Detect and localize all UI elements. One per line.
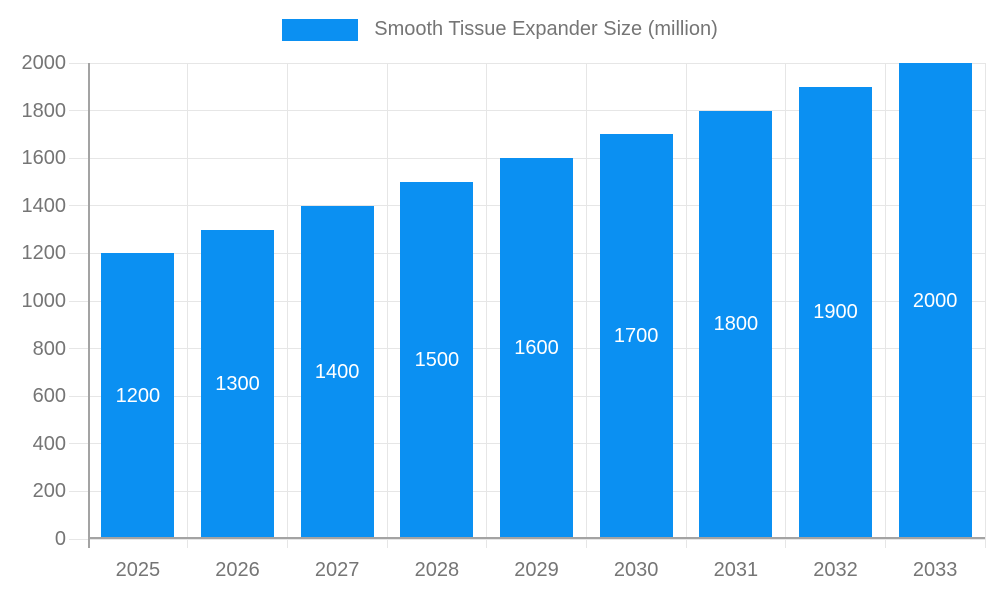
x-tick-label-2026: 2026 bbox=[215, 559, 260, 581]
gridline-y-0 bbox=[69, 538, 985, 540]
bar-value-label: 1800 bbox=[713, 313, 759, 336]
bar-value-label: 1300 bbox=[215, 372, 260, 395]
x-tick-label-2029: 2029 bbox=[514, 559, 559, 581]
y-tick-label: 1800 bbox=[21, 99, 67, 122]
bar-2032[interactable]: 1900 bbox=[799, 86, 872, 538]
bar-2027[interactable]: 1400 bbox=[300, 205, 374, 538]
y-tick-label: 400 bbox=[32, 432, 66, 455]
bar-2033[interactable]: 2000 bbox=[898, 63, 972, 538]
y-tick-label: 1200 bbox=[21, 242, 67, 265]
chart-legend: Smooth Tissue Expander Size (million) bbox=[0, 18, 1000, 41]
bar-value-label: 1200 bbox=[115, 384, 161, 407]
gridline-x bbox=[585, 63, 587, 548]
x-tick-label-2032: 2032 bbox=[813, 559, 858, 581]
y-tick-label: 800 bbox=[32, 337, 66, 360]
gridline-y-1600 bbox=[69, 157, 985, 159]
bar-2026[interactable]: 1300 bbox=[201, 229, 274, 538]
legend-swatch bbox=[282, 18, 359, 41]
bar-2028[interactable]: 1500 bbox=[400, 182, 474, 538]
gridline-y-2000 bbox=[69, 62, 985, 64]
x-tick-label-2025: 2025 bbox=[115, 559, 161, 581]
x-tick-label-2031: 2031 bbox=[713, 559, 759, 581]
bar-value-label: 1400 bbox=[314, 360, 360, 383]
x-tick-label-2033: 2033 bbox=[912, 559, 958, 581]
gridline-x bbox=[685, 63, 687, 548]
bar-value-label: 1700 bbox=[613, 325, 659, 348]
gridline-x bbox=[785, 63, 787, 548]
legend-label: Smooth Tissue Expander Size (million) bbox=[374, 18, 718, 40]
y-tick-label: 600 bbox=[32, 385, 66, 408]
gridline-x bbox=[984, 63, 986, 548]
y-tick-label: 1000 bbox=[21, 290, 67, 312]
plot-area: 1200 1300 1400 1500 1600 1700 1800 1900 2000 0 20… bbox=[22, 52, 986, 581]
x-tick-label-2027: 2027 bbox=[314, 559, 360, 581]
bar-value-label: 2000 bbox=[912, 289, 958, 312]
y-tick-label: 1600 bbox=[21, 147, 67, 170]
bar-value-label: 1500 bbox=[414, 349, 460, 371]
gridline-y-1800 bbox=[69, 110, 985, 112]
gridline-x bbox=[286, 63, 288, 548]
gridline-x bbox=[187, 63, 189, 548]
gridline-x bbox=[386, 63, 388, 548]
bar-value-label: 1600 bbox=[514, 337, 559, 360]
y-tick-label: 2000 bbox=[21, 52, 67, 74]
x-axis-line bbox=[88, 537, 985, 539]
gridline-x bbox=[884, 63, 886, 548]
x-tick-label-2030: 2030 bbox=[613, 559, 659, 581]
y-tick-label: 0 bbox=[54, 528, 66, 550]
bar-2031[interactable]: 1800 bbox=[699, 110, 773, 538]
y-tick-label: 200 bbox=[32, 480, 66, 503]
x-tick-label-2028: 2028 bbox=[414, 559, 460, 581]
bar-2030[interactable]: 1700 bbox=[599, 134, 673, 538]
y-tick-label: 1400 bbox=[21, 194, 67, 217]
y-axis-line bbox=[88, 63, 90, 548]
bar-2025[interactable]: 1200 bbox=[101, 253, 175, 538]
bar-2029[interactable]: 1600 bbox=[500, 158, 573, 538]
bar-value-label: 1900 bbox=[813, 301, 858, 324]
gridline-x bbox=[486, 63, 488, 548]
